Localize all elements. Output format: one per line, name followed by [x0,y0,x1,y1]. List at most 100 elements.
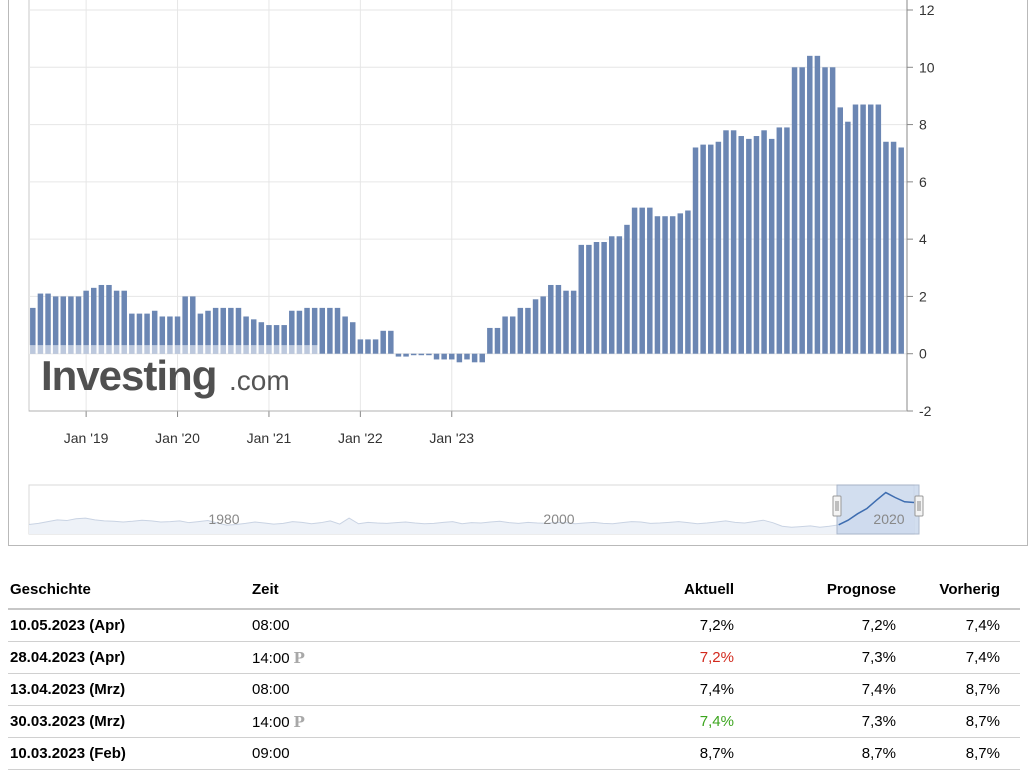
actual-value-cell: 7,2% [502,641,754,674]
chart-bar [212,307,219,354]
x-tick-label: Jan '22 [338,430,383,446]
column-header-history[interactable]: Geschichte [8,570,250,610]
chart-bar [304,307,310,354]
chart-bar [593,242,600,354]
forecast-value-cell: 7,4% [754,673,916,706]
release-time-text: 08:00 [252,617,290,634]
x-tick-label: Jan '23 [429,430,474,446]
release-time-text: 14:00 [252,649,290,667]
previous-value-cell: 8,7% [916,705,1020,738]
chart-bar [479,353,485,363]
preliminary-release-icon[interactable]: P [293,648,305,667]
previous-value-text: 8,7% [965,713,1000,730]
column-header-previous[interactable]: Vorherig [916,570,1020,610]
chart-bar [83,290,89,354]
x-tick-label: Jan '20 [155,430,200,446]
chart-bar [807,55,813,354]
column-header-time[interactable]: Zeit [250,570,502,610]
chart-bar [525,307,531,354]
previous-value-text: 8,7% [965,745,1000,762]
chart-bar [174,316,181,354]
forecast-value-cell: 7,3% [754,641,916,674]
column-header-forecast[interactable]: Prognose [754,570,916,610]
chart-bar [113,290,120,354]
chart-bar [814,55,821,354]
chart-bar [601,242,607,354]
chart-bar [578,244,585,354]
chart-bar [136,313,143,354]
release-date-cell: 30.03.2023 (Mrz) [8,705,250,738]
chart-bar [654,216,661,354]
chart-bar [60,296,67,354]
navigator-handle-left[interactable] [832,495,842,517]
chart-bar [532,299,539,354]
chart-bar [471,353,478,363]
chart-bar [190,296,196,354]
chart-bar [311,307,318,354]
y-tick-label: 6 [919,174,927,190]
previous-value-text: 8,7% [965,681,1000,698]
chart-bar [799,67,805,354]
chart-bar [464,353,470,360]
y-tick-label: 12 [919,2,935,18]
y-tick-label: 4 [919,231,927,247]
release-time-text: 09:00 [252,745,290,762]
chart-bar [91,287,97,354]
chart-bar [730,130,737,354]
navigator-year-label: 2000 [543,511,574,527]
forecast-value-cell: 7,3% [754,705,916,738]
release-date-text: 10.03.2023 (Feb) [10,745,126,762]
preliminary-release-icon[interactable]: P [293,712,305,731]
forecast-value-text: 7,2% [861,617,896,634]
y-tick-label: 8 [919,117,927,133]
chart-bar [403,353,409,357]
column-header-actual[interactable]: Aktuell [502,570,754,610]
release-time-cell: 08:00 [250,673,502,706]
chart-bar [144,313,150,354]
chart-bar [68,296,74,354]
chart-bar [776,127,783,354]
chart-bar [296,310,303,354]
chart-bar [327,307,333,354]
forecast-value-cell: 8,7% [754,737,916,770]
y-tick-label: -2 [919,403,932,419]
chart-bar [37,293,44,354]
chart-bar [342,316,348,354]
previous-value-cell: 7,4% [916,609,1020,642]
chart-bar [791,67,798,354]
forecast-value-cell: 7,2% [754,609,916,642]
release-time-cell: 14:00 P [250,705,502,738]
chart-bar [250,319,257,354]
chart-bar [845,121,851,354]
chart-bar [349,322,356,354]
chart-bar [30,307,36,354]
chart-bar [372,339,379,354]
release-date-cell: 10.05.2023 (Apr) [8,609,250,642]
chart-bar [75,296,82,354]
chart-bar [677,213,684,354]
chart-bar [639,207,645,354]
actual-value-text: 7,4% [699,713,734,730]
forecast-value-text: 7,3% [861,649,896,666]
navigator-handle-right[interactable] [914,495,924,517]
actual-value-cell: 7,2% [502,609,754,642]
release-date-text: 30.03.2023 (Mrz) [10,713,126,730]
chart-bar [334,307,341,354]
chart-bar [761,130,767,354]
chart-bar [867,104,874,354]
actual-value-text: 7,2% [699,649,734,666]
release-time-text: 08:00 [252,681,290,698]
chart-bar [449,353,455,360]
previous-value-text: 7,4% [965,617,1000,634]
chart-bar [898,147,904,354]
chart-bar [540,296,546,354]
chart-bar [883,141,889,354]
actual-value-text: 8,7% [699,745,734,762]
navigator-year-label: 2020 [873,511,904,527]
chart-bar [281,325,287,354]
chart-bar [715,141,722,354]
chart-bar [380,330,386,354]
chart-bar [860,104,866,354]
chart-bar [98,284,105,354]
chart-bar [151,310,158,354]
